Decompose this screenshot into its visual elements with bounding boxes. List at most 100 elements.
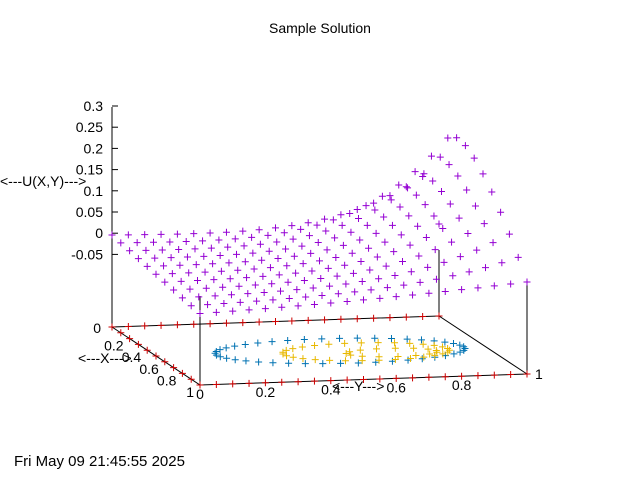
x-tick-label: 0: [93, 320, 101, 336]
base-boundary-point: [170, 364, 178, 372]
base-markers: [108, 312, 531, 389]
surface-point: [422, 233, 430, 241]
base-boundary-point: [386, 314, 394, 322]
surface-point: [176, 261, 184, 269]
surface-point: [178, 294, 186, 302]
surface-point: [158, 246, 166, 254]
z-axis-label: <---U(X,Y)--->: [0, 173, 86, 189]
surface-point: [283, 262, 291, 270]
surface-point: [431, 246, 439, 254]
surface-point: [150, 238, 157, 246]
surface-point: [404, 184, 412, 192]
contour-point: [336, 334, 344, 342]
surface-point: [231, 235, 239, 243]
surface-point: [420, 170, 428, 178]
surface-point: [261, 305, 269, 313]
surface-point: [348, 249, 356, 257]
plot-axes: [110, 107, 529, 386]
contour-point: [341, 357, 349, 365]
surface-point: [421, 201, 429, 209]
surface-point: [391, 271, 399, 279]
contour-point: [430, 341, 438, 349]
surface-point: [292, 269, 300, 277]
contour-point: [212, 351, 220, 359]
surface-point: [185, 269, 193, 277]
surface-point: [157, 230, 165, 238]
surface-point: [307, 249, 315, 257]
surface-point: [326, 282, 334, 290]
surface-point: [448, 238, 456, 246]
surface-point: [351, 288, 359, 296]
contour-point: [375, 353, 383, 361]
base-boundary-point: [245, 379, 253, 387]
surface-point: [272, 224, 279, 232]
surface-point: [480, 220, 488, 228]
y-tick-label: 0: [196, 386, 204, 402]
contour-point: [432, 347, 440, 355]
surface-point: [258, 256, 266, 264]
surface-point: [166, 238, 174, 246]
contour-point: [325, 340, 333, 348]
surface-point: [274, 255, 282, 263]
x-tick-label: 0.6: [139, 361, 159, 377]
surface-point: [304, 219, 312, 227]
contour-point: [445, 346, 453, 354]
surface-point: [206, 229, 214, 237]
contour-point: [341, 339, 349, 347]
surface-point: [259, 272, 267, 280]
contour-point: [461, 345, 469, 353]
surface-point: [244, 290, 252, 298]
base-boundary-point: [419, 313, 427, 321]
surface-point: [380, 213, 388, 221]
surface-point: [204, 301, 212, 309]
y-tick-label: 0.8: [452, 377, 472, 393]
surface-point: [210, 276, 218, 284]
contour-point: [269, 359, 277, 367]
surface-point: [463, 186, 471, 194]
surface-point: [195, 293, 203, 301]
base-boundary-point: [278, 378, 286, 386]
surface-point: [275, 271, 283, 279]
surface-point: [134, 255, 142, 263]
surface-point: [396, 203, 404, 211]
base-boundary-point: [272, 318, 279, 325]
surface-point: [482, 264, 489, 272]
surface-point: [310, 300, 318, 308]
surface-point: [251, 281, 259, 289]
surface-point: [313, 221, 321, 229]
base-boundary-point: [343, 376, 351, 384]
surface-point: [411, 168, 419, 176]
contour-point: [326, 356, 334, 364]
surface-point: [383, 284, 391, 292]
contour-point: [254, 339, 262, 347]
surface-point: [414, 222, 422, 230]
surface-point: [236, 298, 244, 306]
surface-point: [338, 221, 346, 229]
surface-point: [366, 266, 374, 274]
tick-labels: 0.30.250.20.150.10.050-0.050.20.40.60.81…: [71, 98, 543, 402]
contour-point: [222, 344, 230, 352]
surface-point: [353, 206, 361, 214]
surface-point: [264, 231, 272, 239]
surface-point: [177, 277, 185, 285]
surface-point: [375, 275, 383, 283]
surface-point: [224, 243, 232, 251]
surface-point: [346, 209, 354, 217]
surface-point: [317, 275, 325, 283]
base-boundary-point: [353, 315, 361, 323]
surface-point: [365, 244, 373, 252]
surface-point: [406, 241, 414, 249]
x-axis-label: <---X--->: [78, 350, 132, 366]
surface-point: [192, 261, 200, 269]
surface-point: [342, 280, 350, 288]
base-boundary-point: [425, 373, 433, 381]
contour-point: [241, 341, 249, 349]
contour-point: [410, 344, 418, 352]
surface-point: [170, 286, 178, 294]
surface-point: [260, 288, 268, 296]
surface-point: [425, 289, 433, 297]
surface-point: [202, 284, 210, 292]
surface-point: [282, 245, 290, 253]
contour-point: [282, 352, 290, 360]
surface-point: [332, 253, 340, 261]
